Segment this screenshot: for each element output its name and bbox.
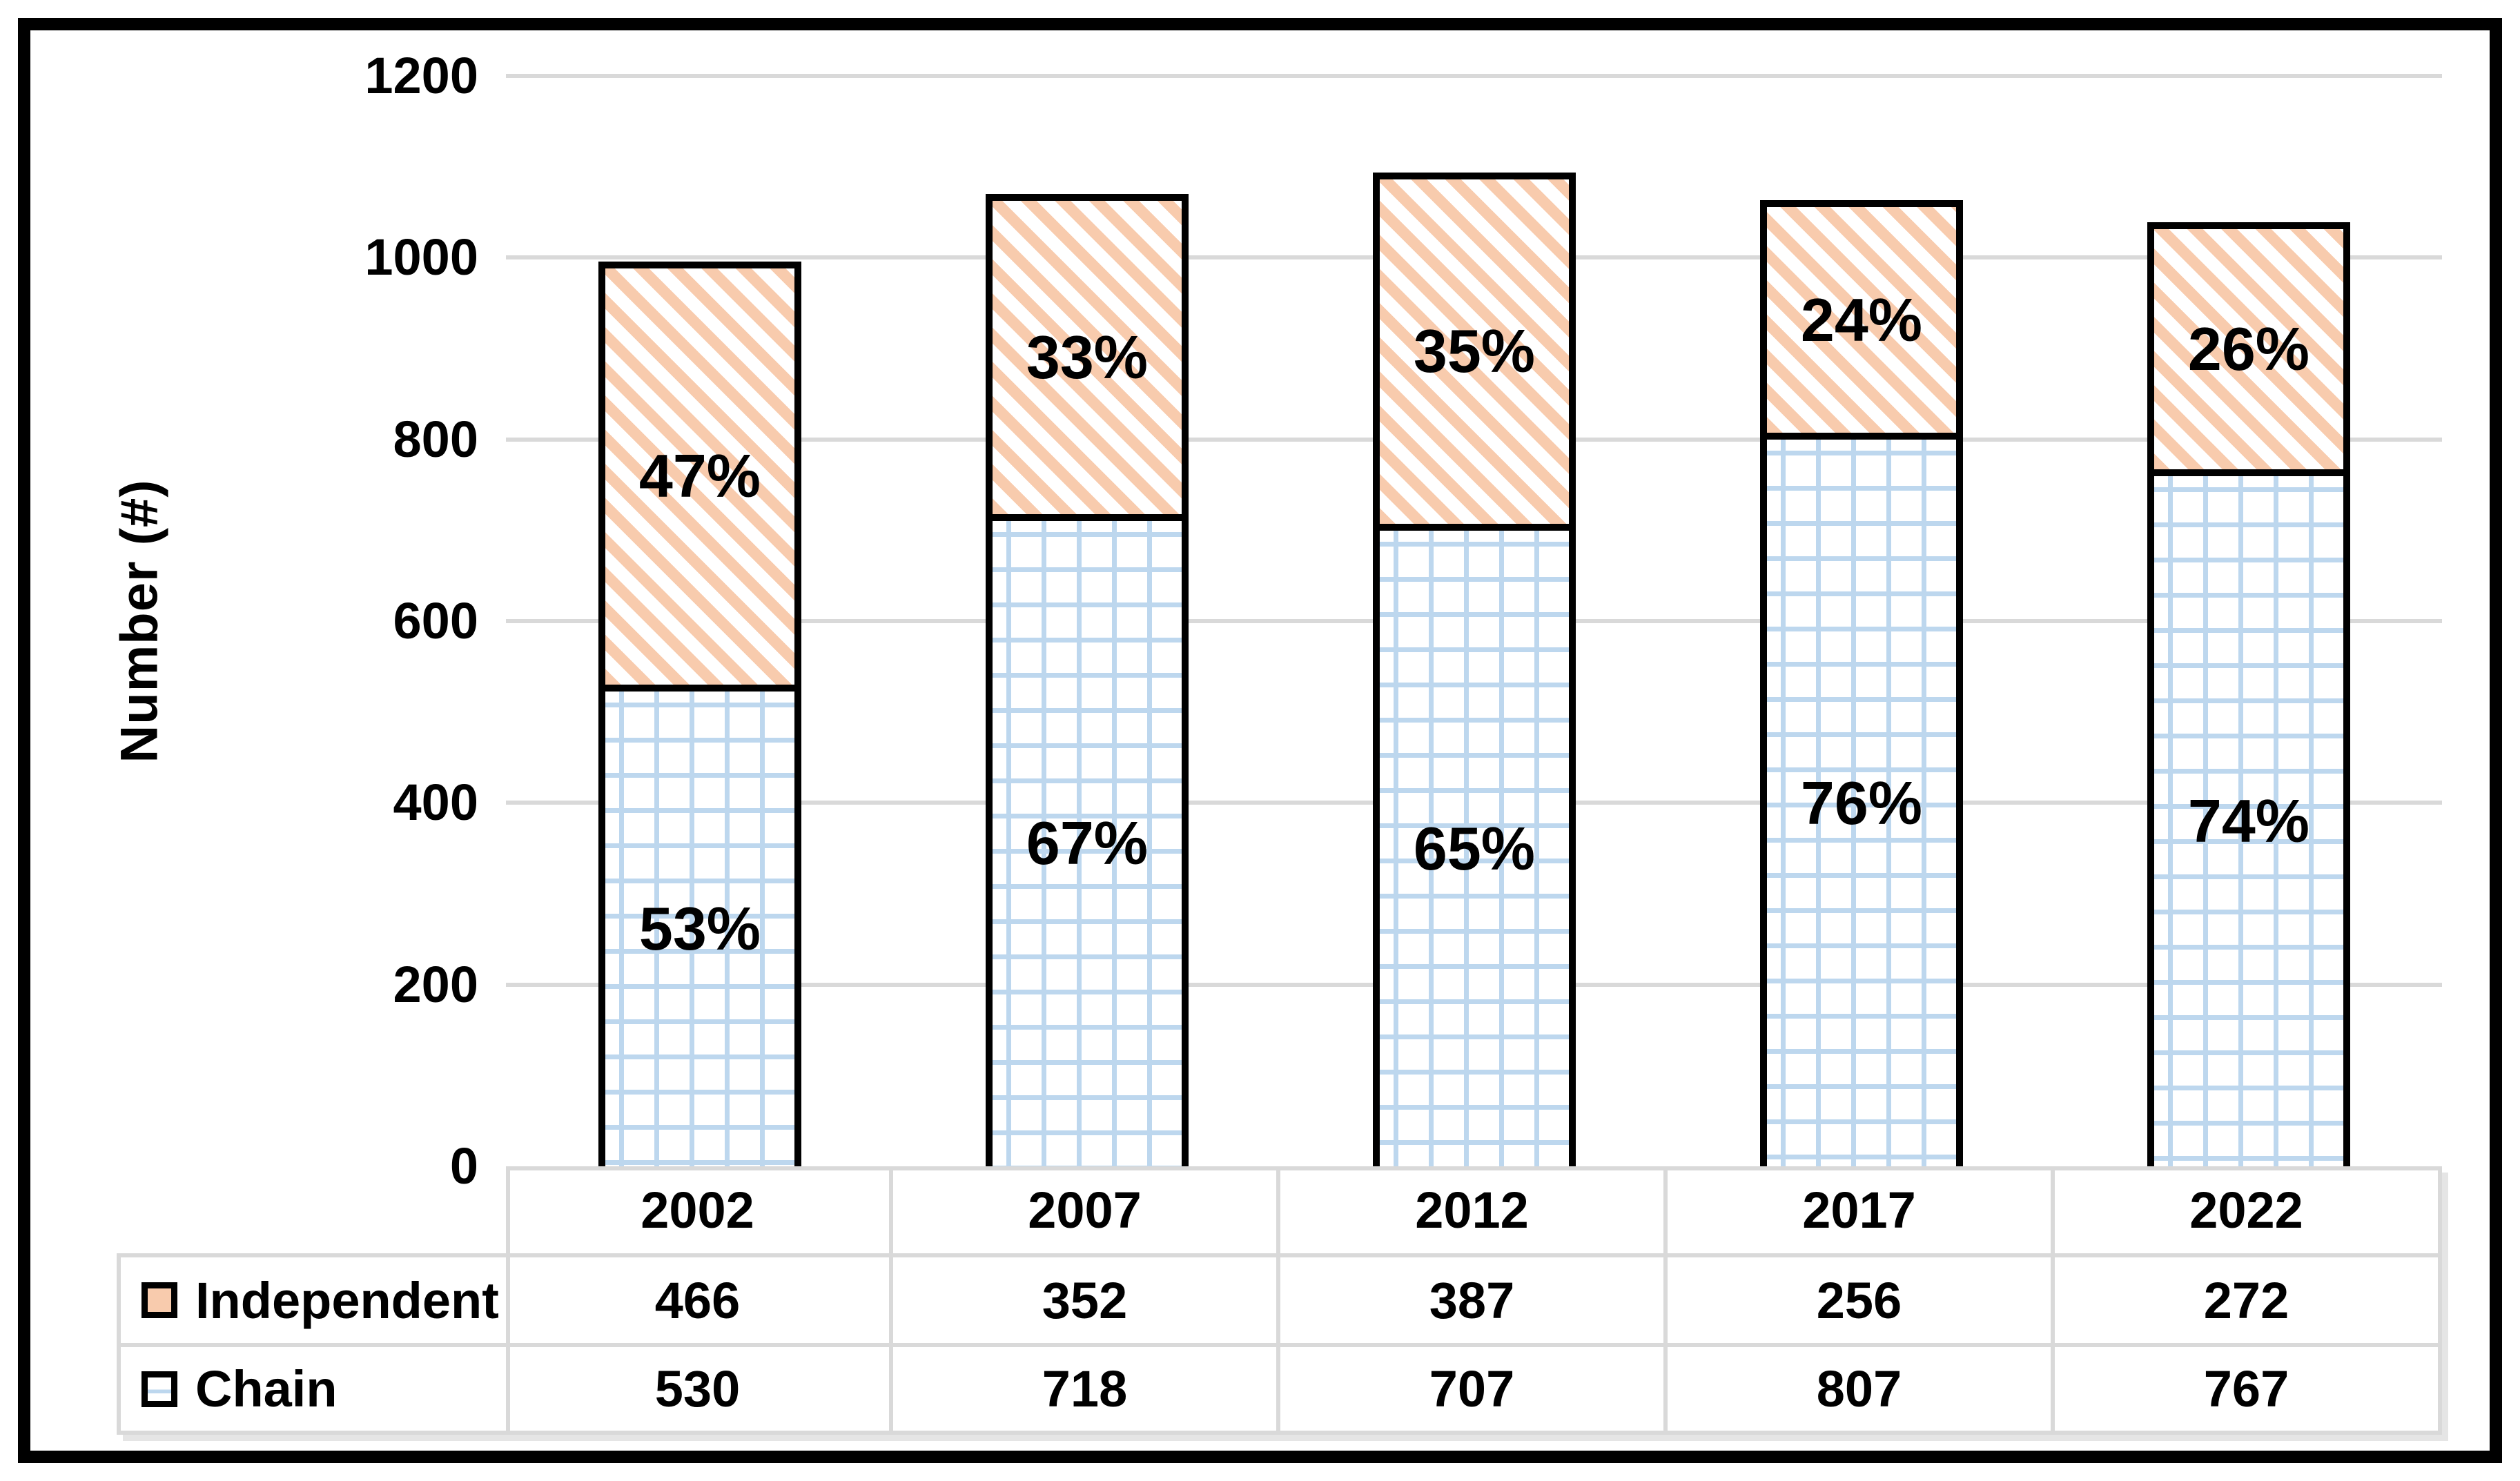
percent-label-independent-2022: 26% [2187, 315, 2310, 384]
percent-label-independent-2002: 47% [638, 442, 761, 511]
bar-segment-chain-2002: 53% [598, 685, 801, 1166]
year-header-cell-2017: 2017 [1668, 1166, 2055, 1257]
value-cell-independent-2017: 256 [1668, 1257, 2055, 1347]
year-header-cell-2022: 2022 [2055, 1166, 2442, 1257]
legend-item-independent: Independent [117, 1257, 506, 1347]
bar-segment-chain-2017: 76% [1760, 433, 1963, 1166]
bar-segment-independent-2012: 35% [1373, 172, 1576, 524]
value-cell-independent-2012: 387 [1280, 1257, 1668, 1347]
legend-label-chain: Chain [195, 1360, 338, 1418]
year-header-cell-2012: 2012 [1280, 1166, 1668, 1257]
percent-label-independent-2017: 24% [1800, 285, 1923, 354]
legend-label-independent: Independent [195, 1271, 499, 1329]
bar-segment-chain-2022: 74% [2147, 469, 2350, 1166]
chain-swatch [141, 1371, 177, 1407]
gridline-1200 [506, 74, 2442, 78]
value-cell-independent-2007: 352 [893, 1257, 1280, 1347]
independent-swatch [141, 1282, 177, 1318]
bar-segment-independent-2022: 26% [2147, 222, 2350, 470]
y-axis-tick-label-800: 800 [393, 410, 478, 468]
percent-label-chain-2002: 53% [638, 894, 761, 963]
y-axis-tick-label-600: 600 [393, 592, 478, 649]
value-cell-chain-2007: 718 [893, 1347, 1280, 1435]
value-cell-independent-2002: 466 [506, 1257, 893, 1347]
bar-segment-chain-2012: 65% [1373, 524, 1576, 1166]
percent-label-independent-2012: 35% [1413, 317, 1536, 386]
y-axis-title: Number (#) [110, 479, 169, 763]
percent-label-chain-2022: 74% [2187, 787, 2310, 856]
year-header-cell-2002: 2002 [506, 1166, 893, 1257]
value-cell-chain-2017: 807 [1668, 1347, 2055, 1435]
year-header-cell-2007: 2007 [893, 1166, 1280, 1257]
bar-segment-independent-2007: 33% [986, 194, 1189, 514]
table-top-border [506, 1166, 2442, 1170]
y-axis-tick-label-400: 400 [393, 774, 478, 832]
legend-top-border [117, 1253, 506, 1257]
value-cell-chain-2022: 767 [2055, 1347, 2442, 1435]
y-axis-tick-label-1200: 1200 [364, 47, 478, 104]
y-axis-tick-label-0: 0 [449, 1137, 478, 1195]
bar-segment-independent-2002: 47% [598, 261, 801, 685]
bar-segment-independent-2017: 24% [1760, 200, 1963, 433]
chart-figure: Number (#) 0 200 400 600 800 1000 1200 53% 47% 67… [18, 18, 2502, 1463]
percent-label-chain-2012: 65% [1413, 814, 1536, 883]
table-left-border [506, 1166, 510, 1435]
value-cell-chain-2002: 530 [506, 1347, 893, 1435]
percent-label-independent-2007: 33% [1026, 322, 1149, 391]
y-axis-tick-label-1000: 1000 [364, 228, 478, 286]
bar-segment-chain-2007: 67% [986, 513, 1189, 1166]
value-cell-independent-2022: 272 [2055, 1257, 2442, 1347]
percent-label-chain-2007: 67% [1026, 809, 1149, 878]
legend-item-chain: Chain [117, 1347, 506, 1435]
legend-left-border [117, 1253, 121, 1435]
value-cell-chain-2012: 707 [1280, 1347, 1668, 1435]
percent-label-chain-2017: 76% [1800, 768, 1923, 837]
y-axis-tick-label-200: 200 [393, 955, 478, 1013]
